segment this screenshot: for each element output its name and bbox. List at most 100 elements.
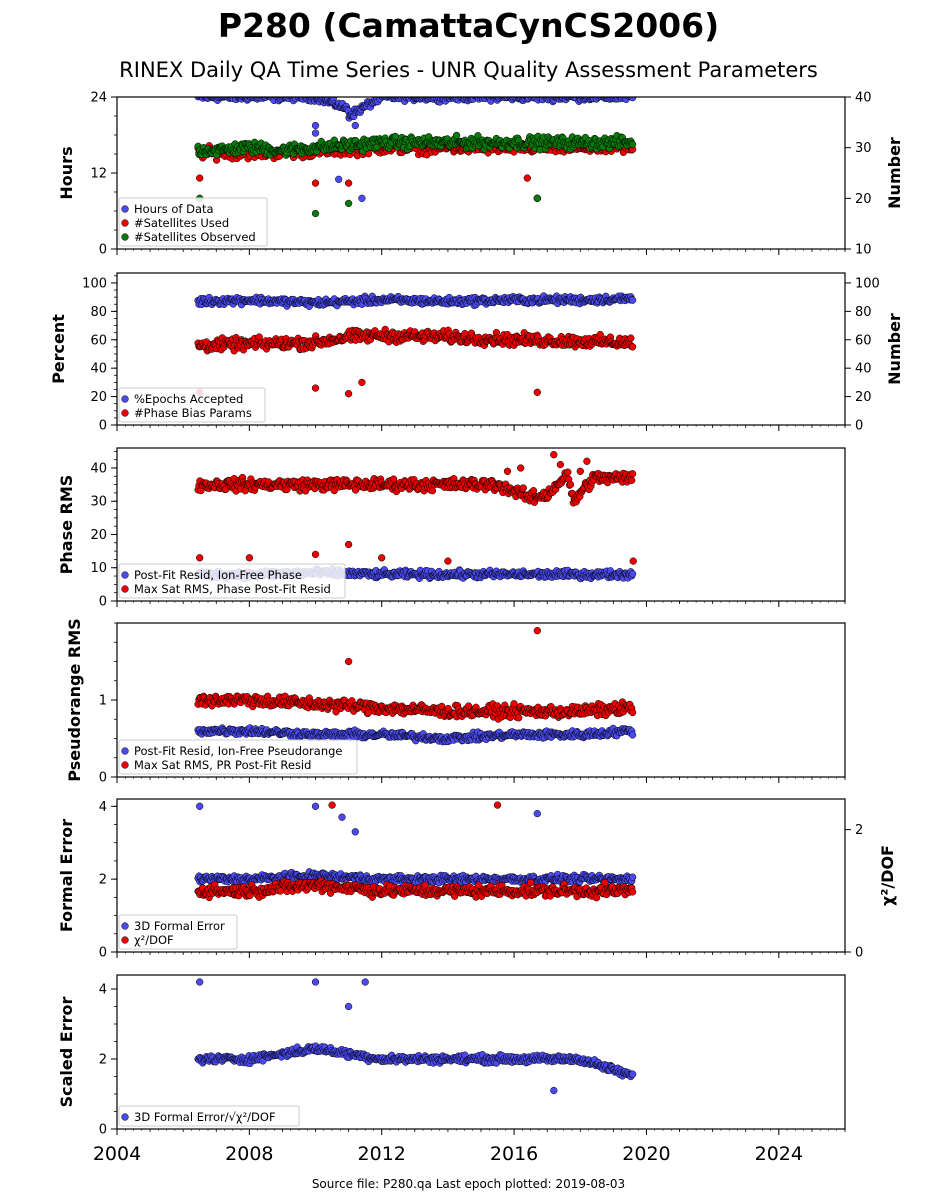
y-axis-label: Phase RMS	[57, 475, 76, 575]
data-point	[510, 700, 518, 708]
data-point	[629, 557, 637, 565]
y-tick-label: 30	[90, 495, 107, 510]
data-point	[628, 570, 637, 578]
legend-marker	[121, 585, 129, 593]
data-point	[566, 480, 575, 489]
legend-label: Max Sat RMS, Phase Post-Fit Resid	[134, 582, 331, 596]
data-point	[295, 97, 300, 98]
data-point	[622, 97, 626, 98]
y-axis-label: Percent	[49, 314, 68, 384]
data-point	[196, 174, 204, 182]
data-point	[628, 476, 636, 484]
legend-marker	[121, 233, 129, 241]
y-tick-label: 80	[90, 305, 107, 320]
y-right-tick-label: 30	[855, 141, 872, 156]
y-tick-label: 24	[90, 91, 107, 106]
data-point	[503, 467, 512, 475]
legend-label: #Phase Bias Params	[134, 406, 252, 420]
data-point	[556, 460, 565, 469]
legend-marker	[121, 219, 129, 227]
data-point	[391, 132, 400, 141]
y-right-tick-label: 60	[855, 333, 872, 348]
data-point	[245, 554, 254, 562]
data-point	[576, 467, 584, 475]
y-axis-label: Pseudorange RMS	[65, 618, 84, 781]
data-point	[628, 731, 637, 739]
legend-marker	[121, 761, 129, 769]
data-point	[517, 464, 525, 472]
legend-box	[118, 563, 346, 599]
data-point	[599, 89, 606, 96]
legend-label: %Epochs Accepted	[134, 392, 243, 406]
y-tick-label: 60	[90, 333, 107, 348]
y-right-axis-label: Number	[885, 313, 904, 385]
data-point	[231, 90, 238, 97]
y-tick-label: 0	[99, 595, 107, 610]
data-point	[550, 451, 558, 459]
data-point	[311, 121, 320, 130]
data-point	[515, 714, 523, 722]
data-point	[358, 194, 366, 202]
panel-phase-rms: 0 10 20 30 40 Phase RMS Post-Fit Resid, Ion-Fr…	[57, 447, 846, 610]
markers-pseudorange-rms	[194, 627, 637, 746]
legend-label: #Satellites Used	[134, 216, 229, 230]
data-point	[344, 540, 353, 549]
data-point	[628, 140, 637, 149]
data-point	[533, 627, 541, 635]
markers-formal-error	[194, 801, 637, 902]
data-point	[475, 97, 477, 98]
data-point	[628, 470, 637, 478]
data-point	[344, 199, 353, 208]
y-tick-label: 40	[90, 461, 107, 476]
data-point	[452, 131, 461, 140]
data-point	[463, 97, 468, 98]
panel-pseudorange-rms: 0 1 Pseudorange RMS Post-Fit Resid, Ion-Fre…	[65, 618, 846, 786]
y-tick-label: 40	[90, 362, 107, 377]
y-right-tick-label: 10	[855, 243, 872, 258]
data-point	[387, 97, 389, 98]
data-point	[454, 90, 461, 97]
y-tick-label: 100	[82, 276, 107, 291]
y-right-tick-label: 40	[855, 91, 872, 106]
data-point	[311, 550, 320, 559]
data-point	[408, 90, 415, 97]
y-tick-label: 0	[99, 771, 107, 786]
y-right-tick-label: 20	[855, 192, 872, 207]
data-point	[523, 174, 531, 182]
y-tick-label: 0	[99, 419, 107, 434]
markers-phase-rms	[194, 451, 637, 583]
legend-marker	[121, 409, 129, 417]
data-point	[294, 97, 299, 98]
y-right-tick-label: 40	[855, 362, 872, 377]
legend-marker	[121, 747, 129, 755]
data-point	[311, 209, 320, 218]
data-point	[378, 554, 386, 562]
data-point	[335, 175, 343, 183]
data-point	[344, 179, 353, 187]
chart-title: P280 (CamattaCynCS2006)	[217, 6, 720, 45]
legend-label: Post-Fit Resid, Ion-Free Phase	[134, 568, 302, 582]
y-tick-label: 0	[99, 243, 107, 258]
data-point	[301, 90, 308, 97]
data-point	[397, 97, 400, 98]
y-right-tick-label: 80	[855, 305, 872, 320]
y-axis-label: Hours	[57, 146, 76, 199]
data-point	[389, 475, 398, 483]
data-point	[358, 378, 366, 387]
legend-marker	[121, 395, 129, 403]
data-point	[628, 343, 637, 351]
data-point	[595, 97, 600, 98]
markers-hours-number	[194, 89, 637, 218]
y-tick-label: 12	[90, 167, 107, 182]
y-right-tick-label: 20	[855, 390, 872, 405]
legend-marker	[121, 571, 129, 579]
legend-label: Hours of Data	[134, 202, 214, 216]
data-point	[351, 121, 359, 130]
data-point	[564, 468, 572, 476]
legend-label: Max Sat RMS, PR Post-Fit Resid	[134, 758, 311, 772]
data-point	[271, 97, 276, 98]
data-point	[519, 484, 527, 492]
data-point	[410, 97, 416, 98]
